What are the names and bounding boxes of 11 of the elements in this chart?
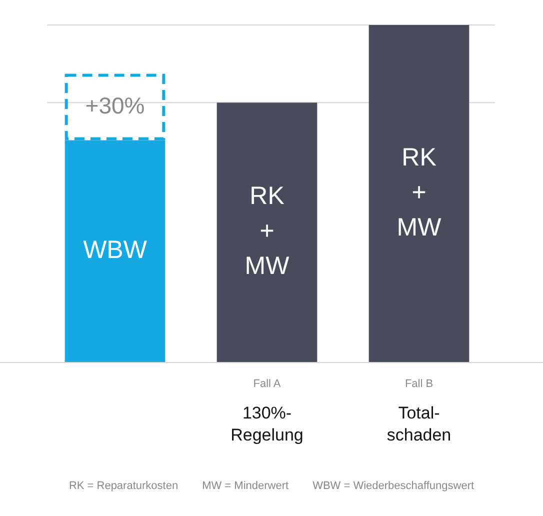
text: WBW = Wiederbeschaffungswert xyxy=(312,480,474,492)
bar xyxy=(368,25,470,362)
data-label: WBW xyxy=(83,236,148,264)
data-label: RK + MW xyxy=(396,143,442,242)
category-label: Fall A 130%- Regelung xyxy=(230,378,304,445)
text: MW = Minderwert xyxy=(202,480,289,492)
category-label: Fall B Total- schaden xyxy=(386,378,452,445)
data-label: RK + MW xyxy=(244,182,290,280)
data-label: +30% xyxy=(85,92,145,118)
bar xyxy=(216,102,318,362)
text: RK = Reparaturkosten xyxy=(68,480,178,492)
